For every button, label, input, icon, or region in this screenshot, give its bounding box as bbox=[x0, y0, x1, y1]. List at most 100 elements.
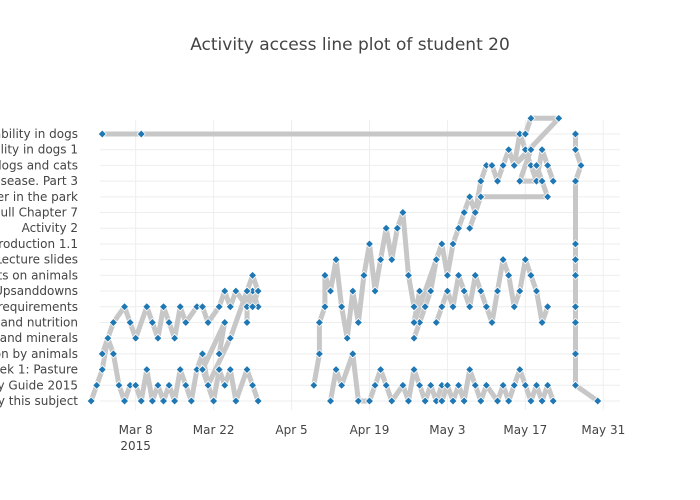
data-point bbox=[453, 380, 464, 390]
data-point bbox=[403, 396, 414, 406]
data-point bbox=[409, 302, 419, 312]
x-tick-label: Mar 22 bbox=[193, 423, 235, 437]
data-point bbox=[114, 380, 124, 390]
data-point bbox=[331, 365, 341, 375]
data-point bbox=[531, 380, 542, 390]
data-point bbox=[537, 317, 547, 328]
data-point bbox=[476, 192, 486, 202]
data-point bbox=[147, 396, 157, 406]
data-point bbox=[197, 365, 208, 375]
data-point bbox=[86, 396, 96, 406]
data-point bbox=[465, 223, 475, 233]
data-point bbox=[97, 129, 107, 139]
data-point bbox=[504, 145, 514, 155]
data-point bbox=[170, 396, 180, 406]
data-point bbox=[170, 333, 180, 343]
data-point bbox=[509, 380, 519, 390]
data-point bbox=[409, 365, 419, 375]
data-point bbox=[181, 380, 191, 390]
data-point bbox=[381, 380, 391, 390]
data-point bbox=[353, 317, 363, 328]
data-point bbox=[108, 349, 118, 359]
data-point bbox=[342, 333, 352, 343]
data-point bbox=[465, 302, 475, 312]
data-point bbox=[515, 286, 525, 296]
data-point bbox=[376, 255, 386, 265]
data-point bbox=[543, 302, 553, 312]
data-point bbox=[214, 365, 224, 375]
data-point bbox=[359, 270, 369, 280]
data-point bbox=[470, 380, 480, 390]
y-tick-label: Availability in dogs bbox=[0, 127, 78, 141]
data-point bbox=[348, 286, 358, 296]
data-point bbox=[220, 286, 230, 296]
data-point bbox=[158, 302, 169, 312]
data-point bbox=[570, 145, 581, 155]
data-point bbox=[498, 380, 508, 390]
series-line bbox=[99, 115, 562, 231]
data-point bbox=[570, 349, 581, 359]
data-point bbox=[231, 396, 241, 406]
data-point bbox=[242, 317, 252, 328]
data-point bbox=[203, 317, 213, 328]
data-point bbox=[331, 255, 341, 265]
y-tick-label: Consumption by animals bbox=[0, 347, 78, 361]
data-point bbox=[364, 396, 375, 406]
data-point bbox=[442, 286, 452, 296]
data-point bbox=[325, 396, 336, 406]
data-point bbox=[103, 333, 113, 343]
chart-title: Activity access line plot of student 20 bbox=[190, 35, 510, 55]
data-point bbox=[131, 380, 141, 390]
data-point bbox=[487, 160, 497, 170]
data-point bbox=[448, 239, 458, 249]
data-point bbox=[119, 396, 130, 406]
data-point bbox=[403, 270, 414, 280]
data-point bbox=[197, 349, 208, 359]
data-point bbox=[548, 396, 558, 406]
data-point bbox=[136, 129, 146, 139]
data-point bbox=[554, 113, 564, 123]
data-point bbox=[364, 239, 375, 249]
y-tick-label: Introduction 1.1 bbox=[0, 237, 78, 251]
data-point bbox=[147, 317, 157, 328]
data-point bbox=[570, 317, 581, 328]
data-point bbox=[520, 255, 530, 265]
data-point bbox=[481, 380, 491, 390]
data-point bbox=[531, 286, 542, 296]
data-point bbox=[426, 380, 436, 390]
data-point bbox=[225, 302, 235, 312]
data-point bbox=[465, 365, 475, 375]
data-point bbox=[543, 192, 553, 202]
data-point bbox=[426, 286, 436, 296]
data-point bbox=[570, 176, 581, 186]
series-line bbox=[328, 351, 445, 404]
data-point bbox=[153, 333, 163, 343]
data-point bbox=[570, 255, 581, 265]
data-point bbox=[253, 286, 263, 296]
data-point bbox=[465, 192, 475, 202]
data-point bbox=[220, 380, 230, 390]
data-point bbox=[492, 176, 503, 186]
data-point bbox=[181, 317, 191, 328]
y-tick-label: Study this subject bbox=[0, 394, 78, 408]
data-point bbox=[153, 380, 163, 390]
data-point bbox=[415, 380, 425, 390]
data-point bbox=[448, 396, 458, 406]
x-tick-label: Apr 19 bbox=[350, 423, 390, 437]
data-point bbox=[570, 129, 581, 139]
data-point bbox=[175, 365, 185, 375]
data-point bbox=[526, 113, 536, 123]
data-point bbox=[470, 270, 480, 280]
data-point bbox=[515, 365, 525, 375]
x-tick-labels: Mar 8 2015 Mar 22 Apr 5 Apr 19 May 3 May 17 May… bbox=[119, 423, 626, 453]
data-point bbox=[476, 396, 486, 406]
data-point bbox=[337, 380, 347, 390]
data-point bbox=[498, 255, 508, 265]
data-points bbox=[86, 113, 603, 406]
series-line bbox=[573, 131, 601, 404]
data-point bbox=[325, 286, 336, 296]
data-point bbox=[92, 380, 102, 390]
data-point bbox=[570, 302, 581, 312]
data-point bbox=[576, 160, 586, 170]
